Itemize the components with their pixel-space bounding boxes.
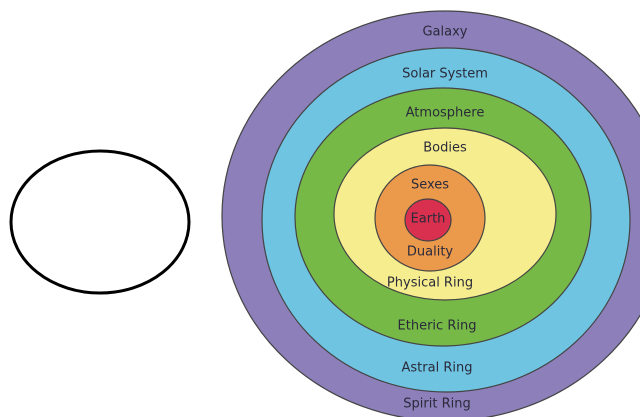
- ring-label: Physical Ring: [387, 276, 473, 291]
- ring-label: Astral Ring: [402, 361, 473, 376]
- ring-label: Bodies: [423, 141, 467, 156]
- ring-label: Galaxy: [422, 25, 467, 40]
- ring-label: Atmosphere: [406, 106, 485, 121]
- earth-core: [404, 198, 452, 242]
- ring-label: Duality: [407, 245, 454, 260]
- empty-circle: [9, 149, 191, 295]
- ring-label: Spirit Ring: [403, 397, 470, 412]
- ring-label: Etheric Ring: [398, 319, 477, 334]
- ring-label: Sexes: [411, 178, 449, 193]
- center-label: Earth: [411, 212, 446, 227]
- ring-label: Solar System: [402, 67, 488, 82]
